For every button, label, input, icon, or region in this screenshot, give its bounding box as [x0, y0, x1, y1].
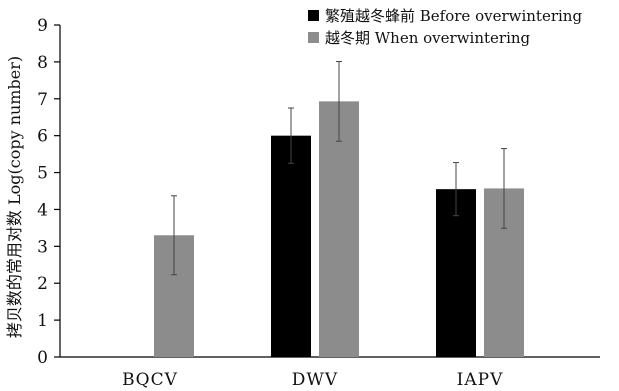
- y-tick-label: 2: [37, 274, 48, 294]
- x-axis-labels: BQCV DWV IAPV: [122, 370, 504, 390]
- legend-swatch-series-2: [308, 32, 319, 43]
- y-tick-label: 6: [37, 127, 48, 147]
- y-axis-label: 拷贝数的常用对数 Log(copy number): [5, 56, 24, 338]
- legend-label-series-2: 越冬期 When overwintering: [325, 29, 531, 47]
- y-tick-label: 3: [37, 237, 48, 257]
- bar-iapv-series-1: [436, 189, 476, 357]
- y-tick-label: 0: [37, 348, 48, 368]
- category-label-iapv: IAPV: [457, 370, 504, 390]
- y-tick-label: 7: [37, 90, 48, 110]
- bar-dwv-series-2: [319, 101, 359, 357]
- y-tick-label: 8: [37, 53, 48, 73]
- y-tick-label: 9: [37, 16, 48, 36]
- legend: 繁殖越冬蜂前 Before overwintering 越冬期 When over…: [308, 7, 582, 47]
- bar-dwv-series-1: [271, 135, 311, 357]
- y-tick-label: 1: [37, 311, 48, 331]
- category-label-bqcv: BQCV: [122, 370, 178, 390]
- legend-label-series-1: 繁殖越冬蜂前 Before overwintering: [325, 7, 582, 25]
- y-tick-label: 4: [37, 200, 48, 220]
- category-label-dwv: DWV: [292, 370, 338, 390]
- bars: [154, 61, 524, 357]
- legend-swatch-series-1: [308, 10, 319, 21]
- y-tick-label: 5: [37, 164, 48, 184]
